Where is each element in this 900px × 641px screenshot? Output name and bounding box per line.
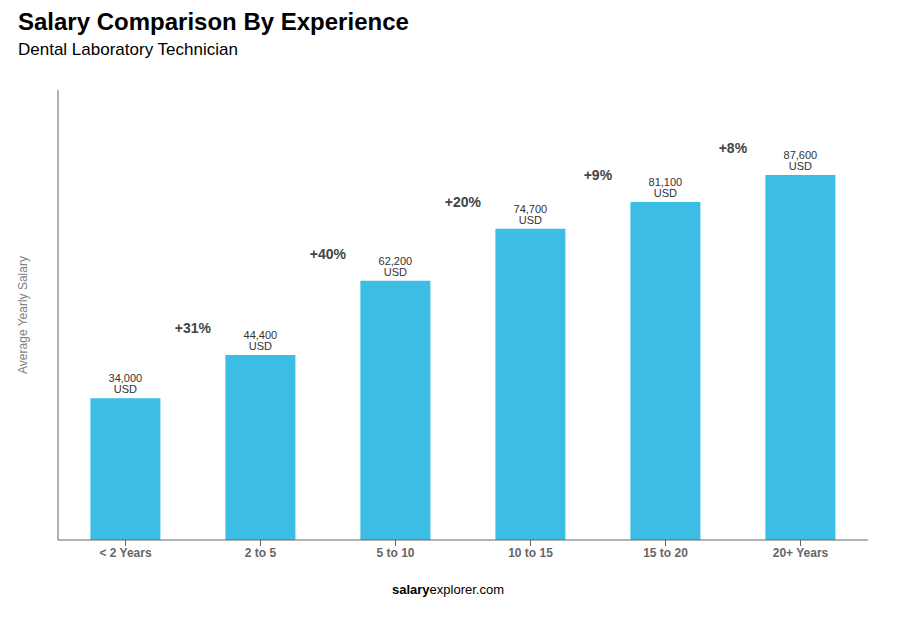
svg-text:87,600USD: 87,600USD: [784, 149, 818, 172]
svg-text:+31%: +31%: [175, 320, 212, 336]
svg-text:+9%: +9%: [584, 167, 613, 183]
svg-text:2 to 5: 2 to 5: [245, 546, 277, 560]
html-text:Salary Comparison By Experienc: Salary Comparison By Experience: [18, 8, 409, 35]
svg-text:Average Yearly Salary: Average Yearly Salary: [16, 256, 30, 374]
html-text:Dental Laboratory Technician: Dental Laboratory Technician: [18, 40, 238, 59]
svg-text:44,400USD: 44,400USD: [244, 329, 278, 352]
svg-text:< 2 Years: < 2 Years: [99, 546, 151, 560]
svg-text:+20%: +20%: [445, 194, 482, 210]
svg-text:20+ Years: 20+ Years: [773, 546, 829, 560]
svg-text:81,100USD: 81,100USD: [649, 176, 683, 199]
html-text:salary explorer.com: salary explorer.com: [392, 582, 504, 597]
svg-text:+8%: +8%: [719, 140, 748, 156]
svg-text:10 to 15: 10 to 15: [508, 546, 553, 560]
svg-text:15 to 20: 15 to 20: [643, 546, 688, 560]
svg-text:34,000USD: 34,000USD: [109, 372, 143, 395]
svg-text:62,200USD: 62,200USD: [379, 255, 413, 278]
svg-text:5 to 10: 5 to 10: [376, 546, 414, 560]
svg-text:+40%: +40%: [310, 246, 347, 262]
svg-text:74,700USD: 74,700USD: [514, 203, 548, 226]
